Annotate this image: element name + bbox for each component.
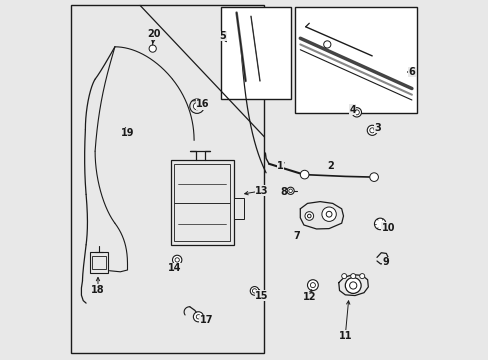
Circle shape: [286, 187, 294, 194]
Bar: [92, 256, 106, 269]
Bar: [71, 5, 263, 353]
Text: 15: 15: [255, 291, 268, 301]
Circle shape: [149, 45, 156, 52]
Circle shape: [323, 41, 330, 48]
Circle shape: [288, 189, 292, 193]
Bar: [170, 160, 233, 245]
Circle shape: [345, 278, 361, 293]
Circle shape: [350, 274, 355, 279]
Circle shape: [307, 280, 318, 291]
Text: 16: 16: [196, 99, 209, 109]
Circle shape: [172, 255, 182, 265]
Circle shape: [369, 128, 374, 133]
Circle shape: [252, 289, 256, 293]
Bar: [294, 7, 416, 113]
Text: 4: 4: [348, 105, 355, 115]
Text: 17: 17: [200, 315, 213, 325]
Circle shape: [321, 207, 336, 221]
Bar: [174, 165, 230, 202]
Text: 11: 11: [338, 330, 351, 341]
Bar: [233, 198, 244, 219]
Bar: [174, 203, 230, 241]
Bar: [221, 7, 291, 99]
Circle shape: [300, 170, 308, 179]
Circle shape: [193, 103, 200, 110]
Circle shape: [325, 211, 331, 217]
Circle shape: [196, 315, 200, 319]
Circle shape: [359, 274, 364, 279]
Text: 7: 7: [293, 231, 300, 241]
Circle shape: [369, 173, 378, 181]
Text: 1: 1: [277, 161, 284, 171]
Text: 8: 8: [279, 186, 286, 197]
Text: 12: 12: [302, 292, 315, 302]
Text: 14: 14: [168, 263, 182, 273]
Circle shape: [310, 283, 315, 288]
Text: 13: 13: [255, 186, 268, 196]
Circle shape: [366, 125, 377, 135]
Circle shape: [354, 110, 359, 115]
Circle shape: [193, 312, 203, 322]
Circle shape: [305, 212, 313, 220]
Text: 19: 19: [121, 128, 134, 138]
Circle shape: [374, 218, 385, 230]
Circle shape: [250, 287, 258, 295]
Bar: [264, 5, 416, 353]
Circle shape: [307, 214, 310, 218]
Text: 3: 3: [373, 123, 380, 133]
Circle shape: [351, 108, 361, 117]
Text: 6: 6: [407, 67, 414, 77]
Text: 2: 2: [327, 161, 334, 171]
Text: 20: 20: [147, 29, 160, 39]
Text: 9: 9: [382, 257, 388, 267]
Bar: [90, 252, 107, 273]
Circle shape: [349, 282, 356, 289]
Text: 18: 18: [91, 285, 104, 295]
Text: 5: 5: [219, 31, 226, 41]
Circle shape: [175, 258, 179, 262]
Circle shape: [341, 274, 346, 279]
Circle shape: [189, 99, 204, 113]
Text: 10: 10: [381, 222, 394, 233]
